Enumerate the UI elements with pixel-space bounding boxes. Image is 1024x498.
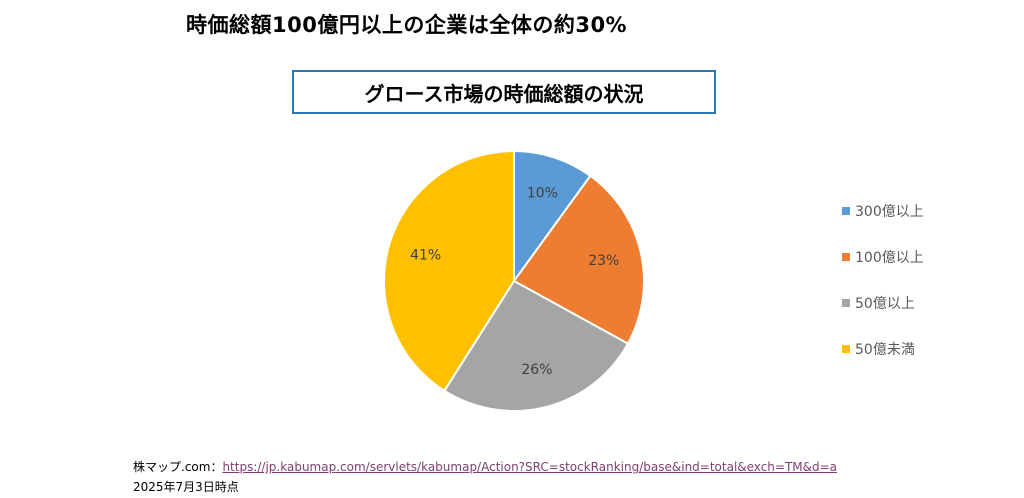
legend-label: 50億未満 xyxy=(855,342,915,358)
legend-label: 100億以上 xyxy=(855,250,924,266)
legend-item-300: 300億以上 xyxy=(842,200,924,222)
legend-swatch xyxy=(842,207,850,215)
chart-title-box: グロース市場の時価総額の状況 xyxy=(292,70,716,114)
legend-swatch xyxy=(842,253,850,261)
pie-slice-2 xyxy=(442,279,630,412)
source-link[interactable]: https://jp.kabumap.com/servlets/kabumap/… xyxy=(222,460,838,474)
legend: 300億以上 100億以上 50億以上 50億未満 xyxy=(842,200,924,384)
slice-label-3: 41% xyxy=(410,247,441,263)
slice-label-1: 23% xyxy=(588,253,619,269)
legend-item-under-50: 50億未満 xyxy=(842,338,924,360)
slice-label-0: 10% xyxy=(527,186,558,202)
legend-item-50: 50億以上 xyxy=(842,292,924,314)
pie-slice-1 xyxy=(512,174,645,345)
date-note: 2025年7月3日時点 xyxy=(133,480,239,494)
legend-label: 50億以上 xyxy=(855,296,915,312)
source-prefix: 株マップ.com： xyxy=(133,460,223,474)
legend-label: 300億以上 xyxy=(855,204,924,220)
legend-item-100: 100億以上 xyxy=(842,246,924,268)
legend-swatch xyxy=(842,299,850,307)
pie-slice-3 xyxy=(383,149,515,393)
slice-label-2: 26% xyxy=(521,362,552,378)
source-note: 株マップ.com：https://jp.kabumap.com/servlets… xyxy=(133,458,837,475)
chart-title: グロース市場の時価総額の状況 xyxy=(364,81,644,106)
legend-swatch xyxy=(842,345,850,353)
headline: 時価総額100億円以上の企業は全体の約30% xyxy=(186,13,628,37)
pie-slice-0 xyxy=(513,149,592,285)
